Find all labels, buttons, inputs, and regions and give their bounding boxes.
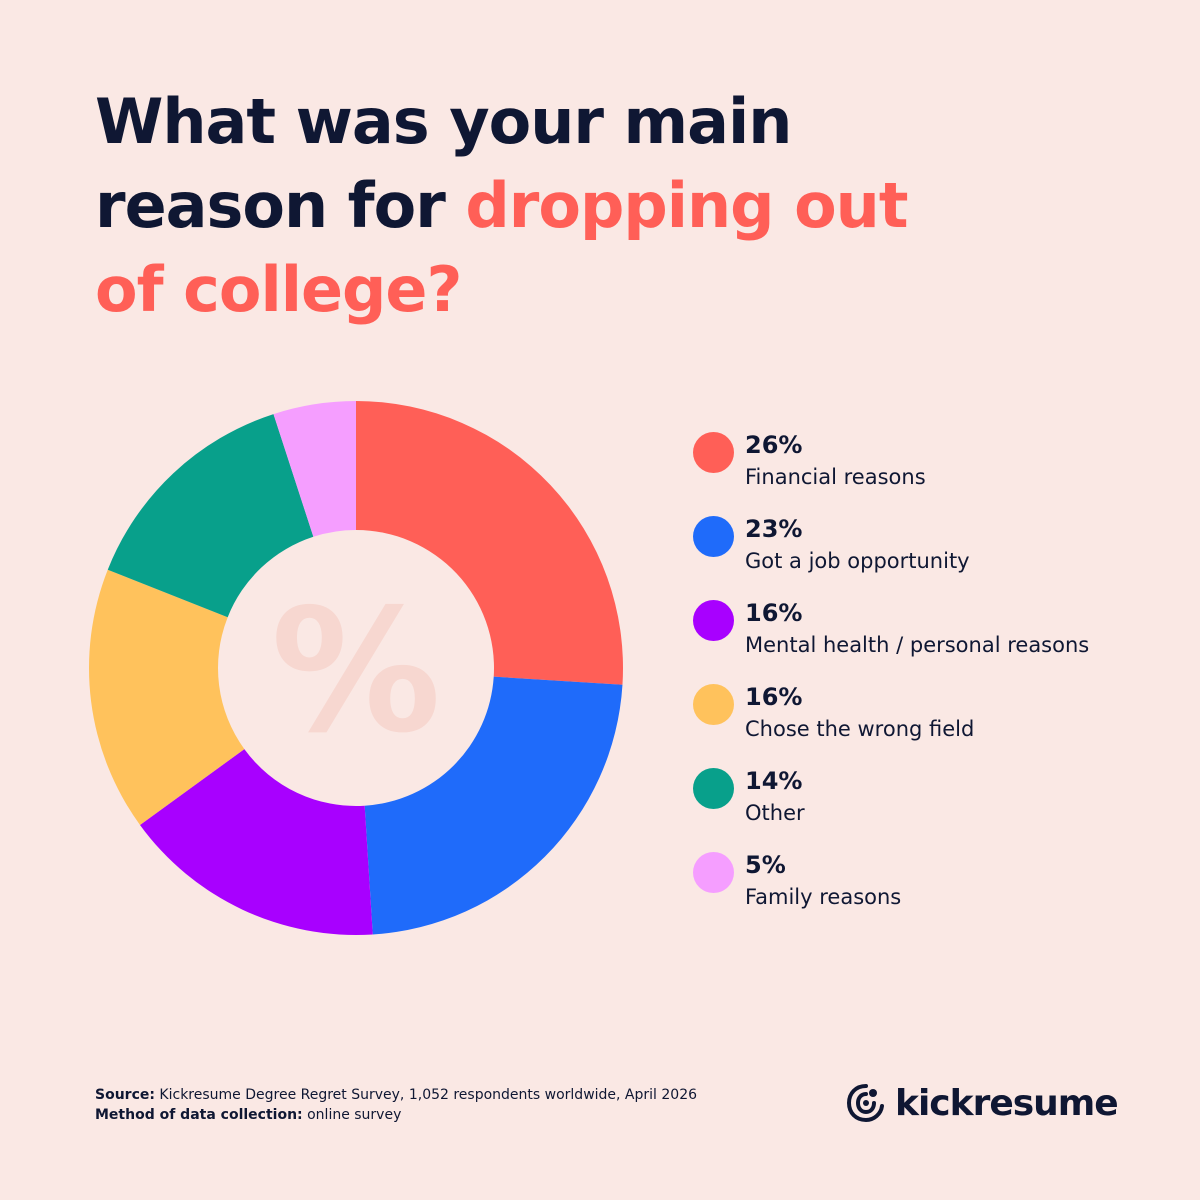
- chart-legend: 26% Financial reasons 23% Got a job opportu…: [693, 430, 1173, 934]
- brand-logo: kickresume: [845, 1078, 1119, 1128]
- title-accent: dropping out of college?: [95, 169, 908, 326]
- legend-swatch: [693, 768, 734, 809]
- donut-slices: [88, 401, 623, 935]
- legend-item: 16% Chose the wrong field: [693, 682, 1173, 766]
- brand-name: kickresume: [895, 1082, 1119, 1124]
- method-label: Method of data collection:: [95, 1107, 303, 1123]
- legend-item: 23% Got a job opportunity: [693, 514, 1173, 598]
- legend-swatch: [693, 852, 734, 893]
- source-label: Source:: [95, 1087, 155, 1103]
- legend-value: 16%: [745, 683, 803, 711]
- legend-item: 14% Other: [693, 766, 1173, 850]
- legend-swatch: [693, 516, 734, 557]
- legend-value: 16%: [745, 599, 803, 627]
- chart-title: What was your main reason for dropping o…: [95, 80, 995, 332]
- donut-slice-1: [356, 401, 623, 685]
- legend-swatch: [693, 684, 734, 725]
- legend-label: Mental health / personal reasons: [745, 633, 1090, 657]
- legend-label: Family reasons: [745, 885, 902, 909]
- title-main: What was your main reason for: [95, 85, 792, 242]
- method-line: Method of data collection: online survey: [95, 1105, 697, 1125]
- legend-label: Other: [745, 801, 805, 825]
- legend-label: Chose the wrong field: [745, 717, 975, 741]
- legend-swatch: [693, 600, 734, 641]
- legend-item: 26% Financial reasons: [693, 430, 1173, 514]
- donut-slice-2: [364, 676, 623, 935]
- donut-chart: %: [88, 401, 623, 935]
- donut-slice-3: [139, 749, 373, 935]
- legend-value: 5%: [745, 851, 786, 879]
- donut-slice-5: [107, 414, 314, 618]
- center-percent-symbol: %: [271, 573, 441, 771]
- donut-slice-4: [88, 569, 245, 825]
- legend-item: 16% Mental health / personal reasons: [693, 598, 1173, 682]
- kickresume-logo-icon: [846, 1084, 884, 1123]
- source-line: Source: Kickresume Degree Regret Survey,…: [95, 1085, 697, 1105]
- footer-source: Source: Kickresume Degree Regret Survey,…: [95, 1085, 697, 1125]
- legend-value: 23%: [745, 515, 803, 543]
- donut-slice-6: [273, 401, 356, 537]
- legend-item: 5% Family reasons: [693, 850, 1173, 934]
- method-text: online survey: [307, 1107, 402, 1123]
- legend-swatch: [693, 432, 734, 473]
- legend-label: Got a job opportunity: [745, 549, 970, 573]
- legend-value: 26%: [745, 431, 803, 459]
- legend-label: Financial reasons: [745, 465, 926, 489]
- source-text: Kickresume Degree Regret Survey, 1,052 r…: [159, 1087, 698, 1103]
- legend-value: 14%: [745, 767, 803, 795]
